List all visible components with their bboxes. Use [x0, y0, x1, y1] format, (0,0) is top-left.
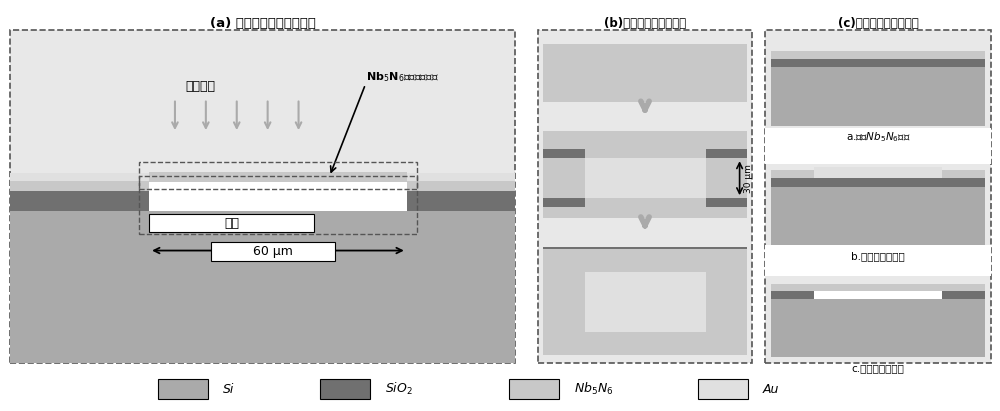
Bar	[771, 170, 814, 178]
Bar	[158, 379, 208, 399]
Bar	[584, 261, 706, 272]
Bar	[771, 59, 985, 67]
Text: Si: Si	[223, 383, 234, 396]
Text: a.溅射$Nb_5N_6$薄膜: a.溅射$Nb_5N_6$薄膜	[846, 130, 910, 143]
Bar	[942, 170, 985, 178]
Text: 30 μm: 30 μm	[744, 164, 753, 193]
Bar	[771, 67, 985, 126]
Bar	[584, 332, 706, 343]
Text: (b)器件工艺流程俯视图: (b)器件工艺流程俯视图	[604, 17, 686, 30]
Bar	[543, 131, 747, 218]
Bar	[543, 247, 747, 356]
Text: 空气: 空气	[224, 217, 239, 230]
Bar	[814, 284, 942, 291]
Bar	[211, 242, 335, 261]
Bar	[942, 284, 985, 291]
Bar	[584, 158, 706, 198]
Bar	[149, 180, 407, 211]
Text: c.光刻挖通空气桥: c.光刻挖通空气桥	[852, 363, 904, 373]
Bar	[771, 187, 985, 245]
Bar	[771, 291, 814, 299]
Text: Nb$_5$N$_6$: Nb$_5$N$_6$	[574, 381, 614, 397]
Bar	[10, 173, 515, 181]
Bar	[10, 181, 515, 191]
Bar	[139, 176, 417, 234]
Bar	[706, 149, 747, 207]
Bar	[771, 178, 985, 187]
Bar	[771, 299, 985, 357]
Bar	[814, 291, 942, 299]
Text: SiO$_2$: SiO$_2$	[385, 381, 413, 397]
Bar	[814, 167, 942, 178]
Bar	[149, 214, 314, 233]
Bar	[10, 211, 515, 363]
Bar	[942, 291, 985, 299]
Bar	[706, 158, 747, 198]
Bar	[771, 51, 985, 59]
Bar	[771, 284, 814, 291]
Bar	[149, 172, 407, 182]
Bar	[765, 245, 991, 276]
Bar	[584, 261, 706, 343]
Text: (a) 悬空微桥探测器示意图: (a) 悬空微桥探测器示意图	[210, 17, 315, 30]
Bar	[543, 343, 747, 356]
Bar	[706, 261, 747, 343]
Bar	[10, 191, 515, 211]
Bar	[139, 162, 417, 189]
Bar	[698, 379, 748, 399]
Text: Nb$_5$N$_6$薄膜悬空微桥: Nb$_5$N$_6$薄膜悬空微桥	[366, 70, 438, 84]
Bar	[543, 158, 584, 198]
Text: Au: Au	[763, 383, 779, 396]
Bar	[543, 249, 747, 261]
Text: (c)器件工艺流程侧视图: (c)器件工艺流程侧视图	[838, 17, 918, 30]
Text: b.光刻剥离金天线: b.光刻剥离金天线	[851, 251, 905, 261]
Bar	[543, 261, 584, 343]
Text: 60 μm: 60 μm	[253, 245, 293, 258]
Bar	[320, 379, 370, 399]
Bar	[509, 379, 558, 399]
Text: 太赫兹波: 太赫兹波	[186, 80, 216, 93]
Bar	[543, 149, 584, 207]
Bar	[543, 44, 747, 102]
Bar	[765, 127, 991, 164]
